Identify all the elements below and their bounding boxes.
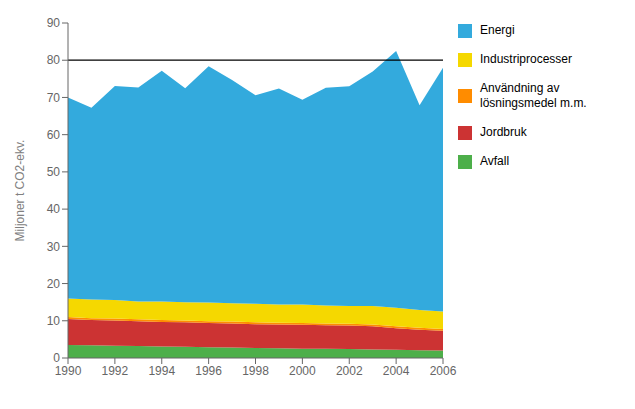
svg-text:1990: 1990 — [55, 364, 82, 378]
svg-text:20: 20 — [47, 277, 61, 291]
svg-text:70: 70 — [47, 91, 61, 105]
html-text:Jordbruk: Jordbruk — [480, 125, 527, 139]
svg-text:40: 40 — [47, 202, 61, 216]
html-text:Avfall: Avfall — [480, 154, 510, 168]
svg-text:80: 80 — [47, 53, 61, 67]
svg-text:1998: 1998 — [242, 364, 269, 378]
svg-text:50: 50 — [47, 165, 61, 179]
svg-text:30: 30 — [47, 240, 61, 254]
svg-text:90: 90 — [47, 16, 61, 30]
svg-text:2000: 2000 — [289, 364, 316, 378]
svg-text:Miljoner t CO2-ekv.: Miljoner t CO2-ekv. — [13, 140, 27, 242]
svg-text:0: 0 — [53, 351, 60, 365]
svg-text:2002: 2002 — [336, 364, 363, 378]
svg-text:1996: 1996 — [195, 364, 222, 378]
svg-text:10: 10 — [47, 314, 61, 328]
html-text:Industriprocesser: Industriprocesser — [480, 52, 572, 66]
html-text:Energi: Energi — [480, 23, 515, 37]
html-text:Användning av lösningsmedel m.: Användning av lösningsmedel m.m. — [480, 81, 587, 110]
svg-text:60: 60 — [47, 128, 61, 142]
svg-text:1994: 1994 — [148, 364, 175, 378]
svg-text:1992: 1992 — [102, 364, 129, 378]
svg-text:2004: 2004 — [383, 364, 410, 378]
svg-text:2006: 2006 — [430, 364, 457, 378]
